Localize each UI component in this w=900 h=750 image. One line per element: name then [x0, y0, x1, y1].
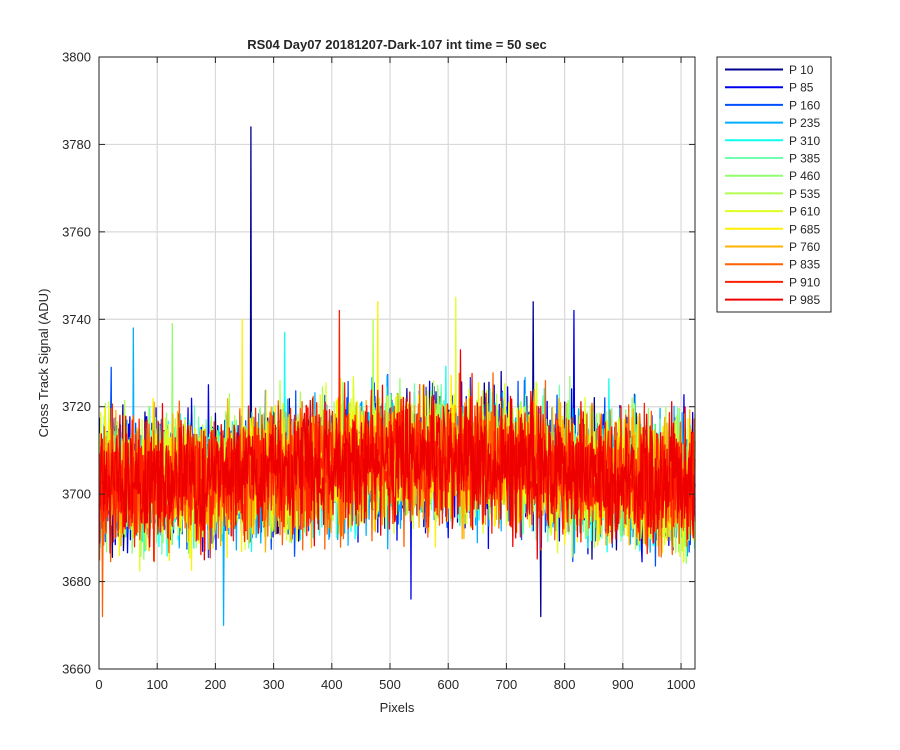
x-tick-label: 900: [612, 677, 634, 692]
legend-label: P 760: [789, 240, 820, 254]
y-tick-label: 3700: [62, 487, 91, 502]
y-tick-label: 3720: [62, 399, 91, 414]
y-tick-label: 3800: [62, 50, 91, 65]
y-tick-label: 3780: [62, 137, 91, 152]
x-tick-label: 500: [379, 677, 401, 692]
x-tick-label: 600: [437, 677, 459, 692]
y-tick-label: 3680: [62, 574, 91, 589]
x-tick-label: 1000: [667, 677, 696, 692]
x-tick-label: 800: [554, 677, 576, 692]
legend-label: P 385: [789, 152, 820, 166]
legend-label: P 310: [789, 134, 820, 148]
y-axis-label: Cross Track Signal (ADU): [36, 289, 51, 438]
legend-label: P 835: [789, 258, 820, 272]
legend-label: P 460: [789, 169, 820, 183]
x-axis-label: Pixels: [380, 700, 415, 715]
x-tick-label: 0: [95, 677, 102, 692]
x-tick-label: 200: [205, 677, 227, 692]
legend-label: P 160: [789, 98, 820, 112]
chart-title: RS04 Day07 20181207-Dark-107 int time = …: [247, 37, 547, 52]
legend-label: P 535: [789, 187, 820, 201]
series-lines: [98, 126, 696, 626]
y-tick-label: 3660: [62, 662, 91, 677]
legend-label: P 10: [789, 63, 814, 77]
plot-area: 0 100 200 300 400 500 600 700 800 900 1000 3660 3680…: [62, 50, 696, 693]
x-tick-label: 400: [321, 677, 343, 692]
legend-box: [716, 56, 832, 313]
legend-label: P 685: [789, 222, 820, 236]
legend-label: P 610: [789, 205, 820, 219]
y-tick-label: 3740: [62, 312, 91, 327]
x-tick-label: 300: [263, 677, 285, 692]
axes-box: [98, 56, 696, 670]
series-line: [98, 349, 696, 561]
legend-label: P 235: [789, 116, 820, 130]
y-tick-label: 3760: [62, 224, 91, 239]
legend-label: P 985: [789, 293, 820, 307]
legend: P 10 P 85 P 160 P 235 P 310 P 385 P 460 P 535 P …: [716, 56, 832, 313]
legend-label: P 910: [789, 275, 820, 289]
axis-ticks: 0 100 200 300 400 500 600 700 800 900 1000 3660 3680…: [62, 50, 695, 693]
x-tick-label: 100: [146, 677, 168, 692]
legend-label: P 85: [789, 81, 814, 95]
x-tick-label: 700: [496, 677, 518, 692]
